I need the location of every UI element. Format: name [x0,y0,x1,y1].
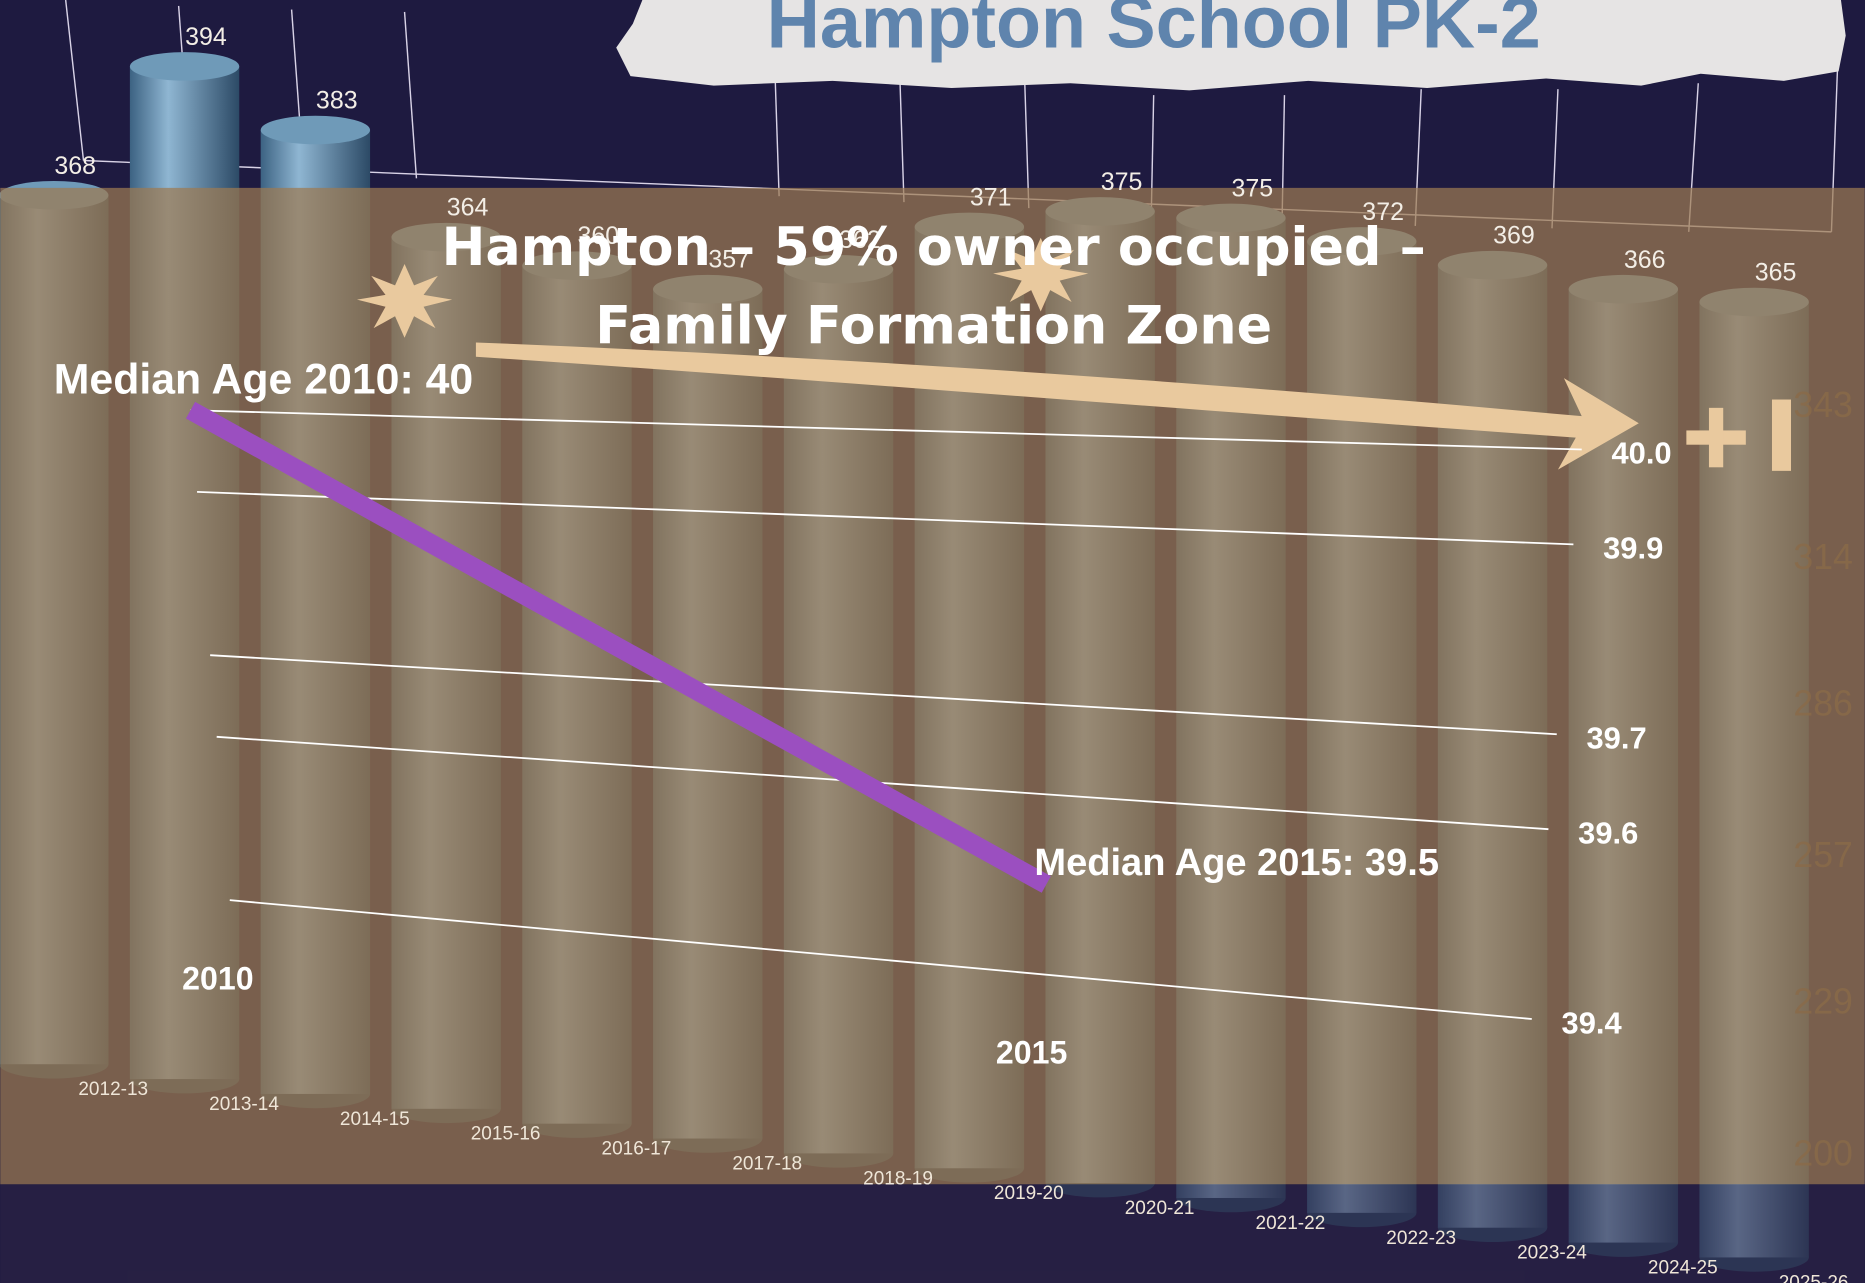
value-label: 383 [316,87,358,115]
value-label: 375 [1101,168,1143,196]
x-tick-label: 2018-19 [863,1168,933,1189]
value-label: 365 [1755,259,1797,287]
x-tick-label: 2017-18 [732,1153,802,1174]
value-label: 371 [970,183,1012,211]
y-tick-label: 39.4 [1562,1005,1623,1040]
chart-title: Hampton School PK-2 [767,0,1541,64]
x-tick-label: 2012-13 [78,1079,148,1100]
y-tick-label: 40.0 [1611,436,1671,471]
y-tick-label: 257 [1793,835,1852,875]
x-tick-label: 2025-26 [1779,1272,1849,1283]
x-tick-label: 2015 [996,1035,1067,1071]
value-label: 369 [1493,222,1535,250]
line-title-box: Hampton – 59% owner occupied – Family Fo… [393,209,1475,375]
x-tick-label: 2016-17 [602,1139,672,1160]
bar-cap [130,52,239,81]
footer-band [0,1184,1864,1283]
value-label: 366 [1624,246,1666,274]
value-label: 394 [185,23,227,51]
x-tick-label: 2014-15 [340,1109,410,1130]
y-tick-label: 286 [1793,683,1852,723]
x-tick-label: 2022-23 [1386,1228,1456,1249]
value-label: 368 [54,152,96,180]
x-tick-label: 2024-25 [1648,1257,1718,1278]
x-tick-label: 2019-20 [994,1183,1064,1204]
value-label: 375 [1232,174,1274,202]
bar-cap [261,116,370,145]
x-tick-label: 2020-21 [1125,1198,1195,1219]
chart-title: Hampton – 59% owner occupied – Family Fo… [393,209,1475,366]
y-tick-label: 229 [1793,982,1852,1022]
page: {"chart_data": [ {"type": "bar", "title"… [0,0,1865,1283]
y-tick-label: 314 [1793,537,1852,577]
y-tick-label: 39.7 [1586,721,1646,756]
x-tick-label: 2013-14 [209,1094,279,1115]
x-tick-label: 2015-16 [471,1124,541,1145]
chart: Hampton School PK-2 368 2012-13 394 2013-14… [0,0,1865,1283]
y-tick-label: 39.6 [1578,815,1638,850]
y-tick-label: 343 [1793,385,1852,425]
x-tick-label: 2021-22 [1256,1213,1326,1234]
y-tick-label: 200 [1793,1133,1852,1173]
x-tick-label: 2010 [182,960,253,996]
x-tick-label: 2023-24 [1517,1243,1587,1264]
annotation: Median Age 2015: 39.5 [1034,842,1439,884]
y-tick-label: 39.9 [1603,531,1663,566]
